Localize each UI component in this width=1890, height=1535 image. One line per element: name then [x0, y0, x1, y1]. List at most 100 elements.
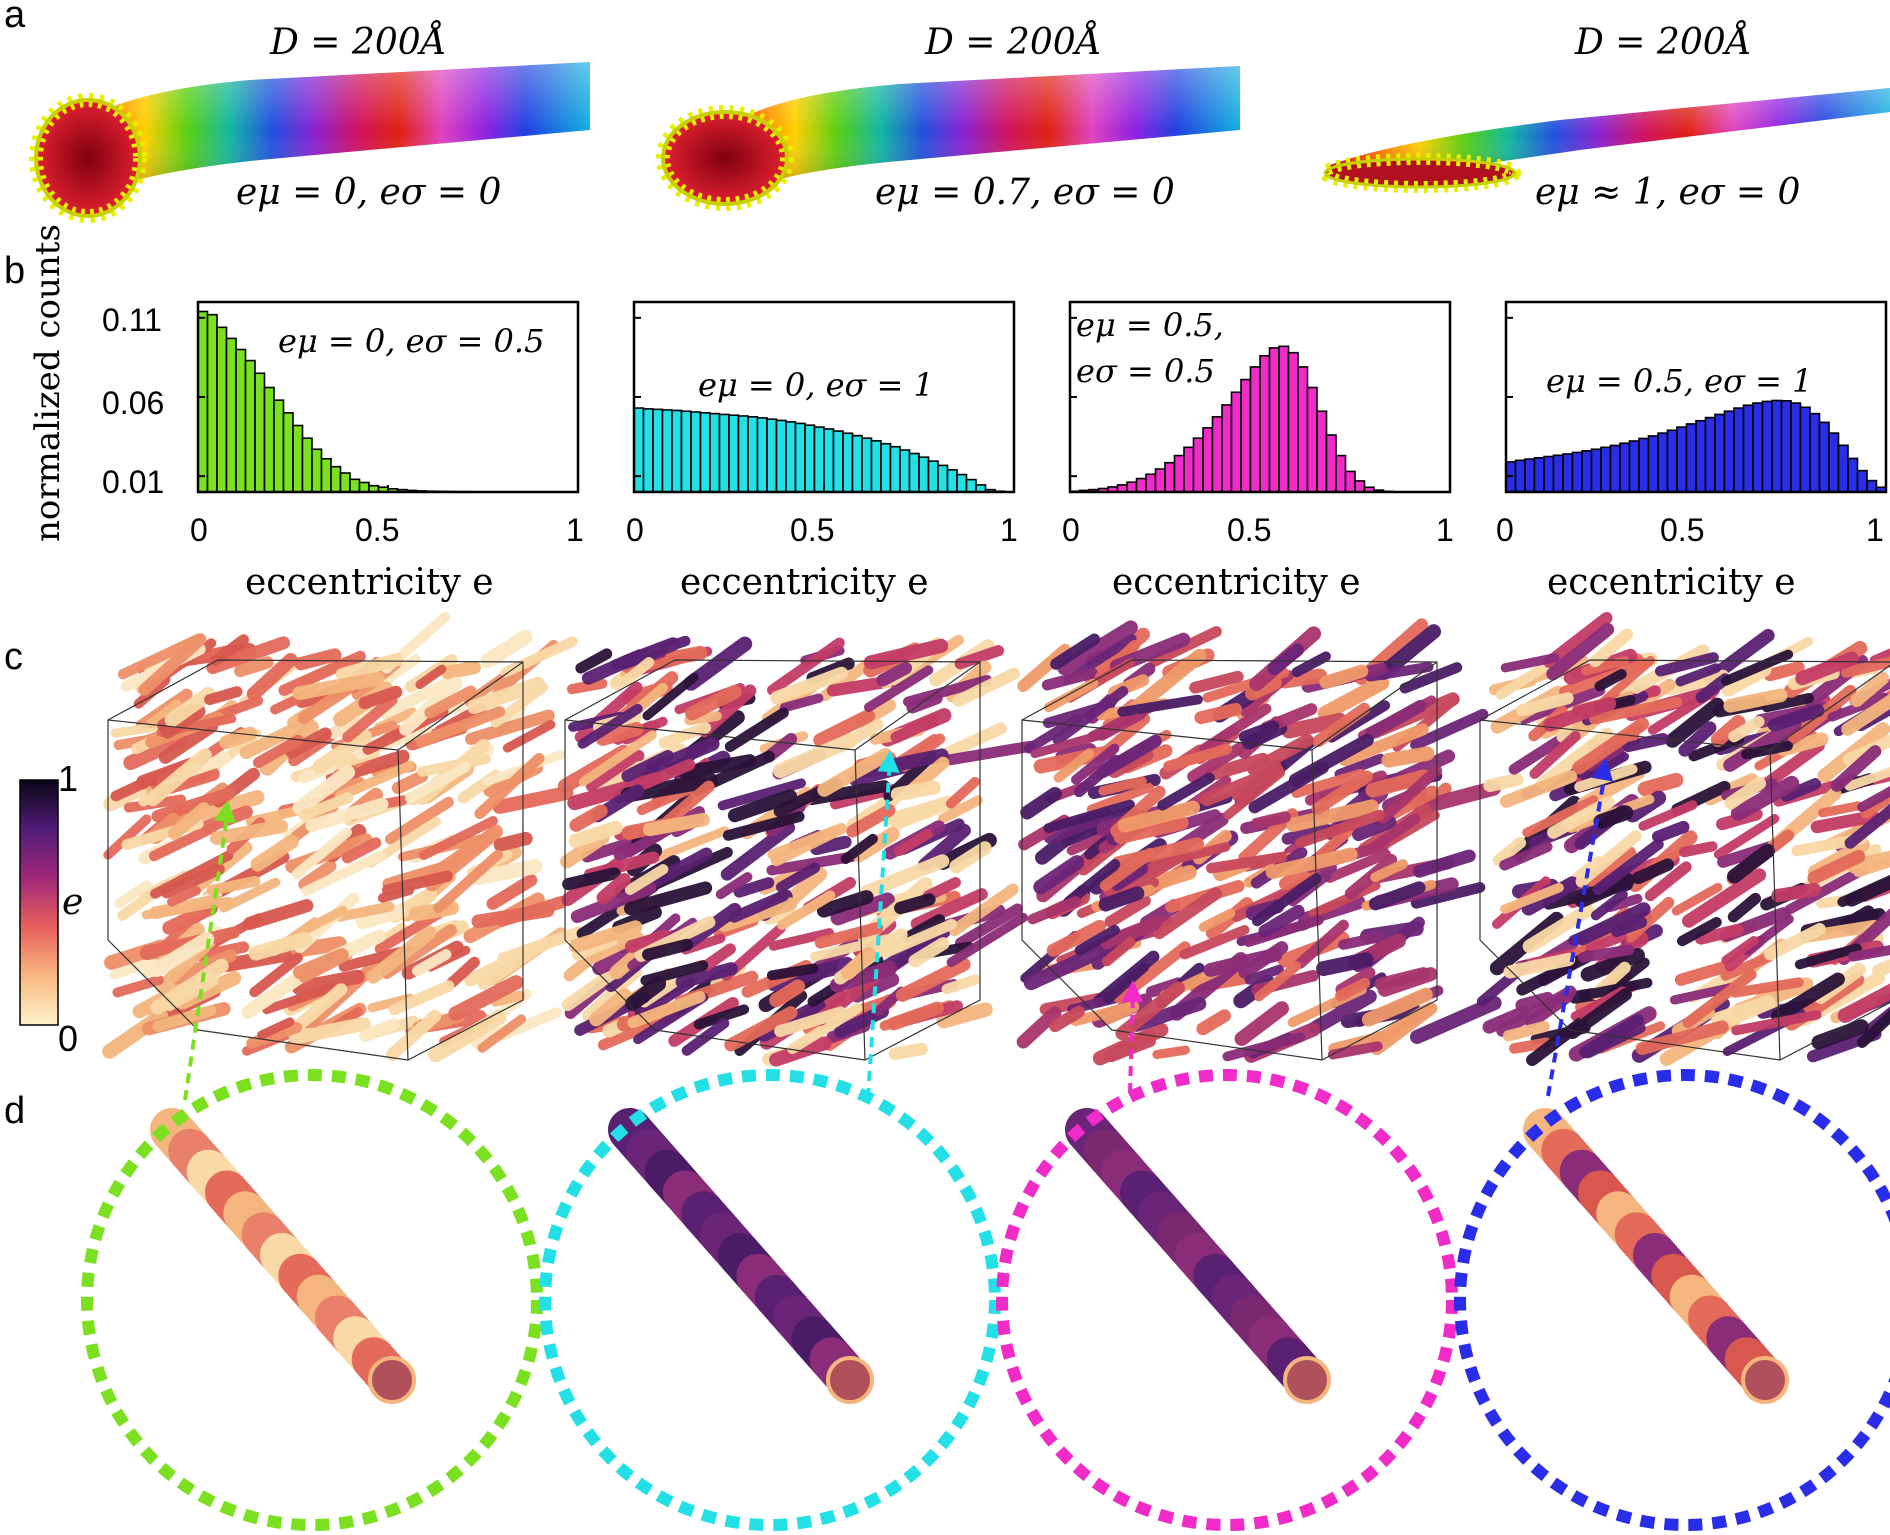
h4-xtick-1: 0.5	[1660, 512, 1705, 548]
cube-fibre	[1720, 662, 1772, 697]
cube-fibre	[1651, 820, 1690, 843]
cube-fibre	[219, 726, 258, 750]
cube-fibre	[888, 1042, 928, 1061]
cube-fibre	[291, 969, 365, 996]
cube-fibre	[863, 638, 949, 670]
cube-fibre	[168, 802, 211, 841]
cube-fibre	[1483, 772, 1524, 793]
cube-fibre	[1810, 810, 1880, 834]
cube-fibre	[902, 674, 993, 707]
cube-fibre	[1638, 800, 1698, 831]
histogram-1-bar	[206, 313, 218, 493]
cube-fibre	[728, 890, 789, 923]
histogram-4-bar	[1609, 444, 1621, 493]
cube-fibre	[1631, 858, 1675, 885]
cube-fibre	[388, 980, 455, 1016]
cube-fibre	[658, 722, 712, 749]
tube-illustration-3	[1319, 88, 1890, 193]
cube-fibre	[887, 1001, 944, 1031]
link-arrow-4	[1546, 758, 1614, 1097]
cube-fibre	[779, 693, 824, 713]
cube-fibre	[1730, 775, 1800, 821]
cube-fibre	[954, 903, 1024, 949]
cube-fibre	[1577, 944, 1635, 963]
histogram-3-bar	[1164, 461, 1176, 493]
cube-fibre	[1767, 704, 1825, 732]
hist-ylabel: normalized counts	[28, 224, 68, 542]
hist-2-annotation: eμ = 0, eσ = 1	[698, 366, 934, 404]
histogram-1-bar	[311, 448, 323, 493]
cube-fibre	[767, 825, 841, 860]
cube-fibre	[109, 953, 168, 980]
cube-fibre	[1671, 882, 1723, 916]
tube-illustration-1	[29, 62, 590, 223]
link-arrow-3	[1121, 980, 1144, 1094]
cube-fibre	[441, 660, 481, 680]
hist-3-annotation-line1: eμ = 0.5,	[1076, 306, 1224, 344]
histogram-4-bar	[1533, 456, 1545, 493]
cube-fibre	[305, 797, 389, 833]
cube-fibre	[642, 812, 710, 837]
cube-fibre	[1503, 952, 1576, 979]
cube-fibre	[1847, 945, 1890, 962]
cube-fibre	[490, 682, 549, 728]
cube-edge	[1769, 749, 1781, 1061]
cube-fibre	[1482, 1006, 1530, 1034]
cube-fibre	[291, 827, 352, 880]
cube-fibre	[234, 656, 274, 678]
cube-fibre	[1720, 951, 1775, 981]
cube-fibre	[1588, 696, 1683, 725]
cube-fibre	[1413, 780, 1501, 815]
histogram-3-bar	[1325, 434, 1337, 493]
zoom-circle-3	[996, 1069, 1458, 1531]
colorbar-max-label: 1	[58, 758, 79, 799]
cube-fibre	[829, 960, 898, 993]
cube-fibre	[164, 686, 216, 728]
cube-fibre	[210, 634, 250, 667]
cube-fibre	[569, 804, 608, 832]
cube-fibre	[770, 666, 849, 705]
histogram-1-bar	[197, 310, 209, 493]
cube-fibre	[1761, 693, 1815, 713]
cube-fibre	[766, 963, 819, 981]
cube-fibre	[566, 678, 608, 695]
histogram-1-bar	[301, 437, 313, 493]
cube-fibre	[241, 966, 313, 1019]
cube-fibre	[1324, 849, 1391, 883]
cube-fibre	[1291, 651, 1331, 678]
cube-fibre	[813, 709, 876, 747]
cube-fibre	[1655, 652, 1719, 677]
cube-fibre	[146, 763, 186, 786]
cube-fibre	[1376, 624, 1442, 680]
histogram-2-bar	[709, 412, 721, 493]
h3-xtick-0: 0	[1062, 512, 1080, 548]
cube-fibre	[1113, 815, 1189, 844]
cube-fibre	[1665, 697, 1725, 748]
cube-fibre	[596, 872, 632, 905]
cube-fibre	[683, 636, 753, 691]
cube-fibre	[1841, 656, 1890, 678]
cube-fibre	[1844, 803, 1890, 849]
cube-fibre	[1198, 908, 1236, 932]
cube-fibre	[1053, 748, 1095, 783]
cube-fibre	[1410, 882, 1486, 909]
colorbar-label: e	[62, 882, 84, 923]
cube-fibre	[1585, 931, 1628, 954]
link-arrow-line	[1546, 767, 1608, 1097]
cube-fibre	[1794, 943, 1862, 970]
histogram-2-bar	[642, 408, 654, 493]
histogram-1-bar	[263, 386, 275, 493]
cube-fibre	[817, 748, 893, 797]
cube-fibre	[777, 890, 836, 931]
cube-fibre	[301, 850, 386, 897]
histogram-3	[1068, 300, 1452, 494]
cube-fibre	[620, 657, 655, 687]
cube-fibre	[575, 648, 613, 674]
cube-fibre	[1830, 745, 1882, 792]
zoom-circle-outline	[81, 1069, 543, 1531]
cube-fibre	[624, 864, 669, 895]
h2-xtick-2: 1	[1000, 512, 1018, 548]
cube-fibre	[103, 814, 152, 860]
cube-fibre	[1103, 1029, 1156, 1063]
histogram-4-bar	[1856, 469, 1868, 493]
